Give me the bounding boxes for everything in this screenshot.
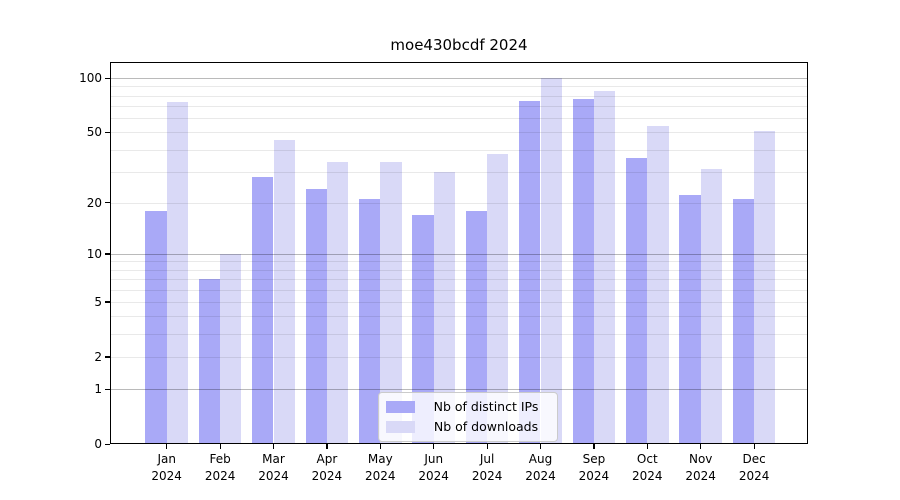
- y-tick-mark-10: [105, 253, 110, 255]
- legend-swatch-downloads: [386, 421, 415, 433]
- x-tick-label-apr: Apr 2024: [311, 452, 343, 483]
- y-tick-label-1: 1: [94, 382, 102, 396]
- x-tick-label-mar: Mar 2024: [258, 452, 289, 483]
- bar-distinct-ips-feb: [198, 279, 221, 444]
- gridline-major-10: [111, 253, 808, 255]
- y-tick-mark-100: [105, 77, 110, 79]
- y-tick-mark-50: [105, 131, 110, 133]
- gridline-minor-8: [111, 269, 808, 271]
- x-tick-mark-dec: [753, 444, 755, 449]
- x-tick-label-sep: Sep 2024: [578, 452, 610, 483]
- x-tick-mark-nov: [700, 444, 702, 449]
- gridline-minor-9: [111, 261, 808, 263]
- bar-downloads-apr: [326, 162, 349, 444]
- y-tick-mark-5: [105, 301, 110, 303]
- bar-downloads-mar: [273, 140, 295, 444]
- x-tick-label-oct: Oct 2024: [632, 452, 663, 483]
- gridline-minor-3: [111, 334, 808, 336]
- x-tick-mark-jan: [166, 444, 168, 449]
- bar-distinct-ips-jan: [145, 210, 167, 444]
- gridline-major-100: [111, 78, 808, 79]
- gridline-minor-80: [111, 95, 808, 97]
- y-tick-label-5: 5: [94, 294, 102, 309]
- x-tick-label-may: May 2024: [365, 452, 396, 483]
- legend-label-distinct-ips: Nb of distinct IPs: [433, 399, 539, 414]
- gridline-minor-4: [111, 316, 808, 318]
- bar-distinct-ips-jul: [465, 210, 488, 444]
- bar-distinct-ips-mar: [252, 177, 274, 444]
- x-tick-label-nov: Nov 2024: [685, 452, 716, 483]
- legend: Nb of distinct IPs Nb of downloads: [378, 392, 558, 442]
- gridline-minor-5: [111, 301, 808, 303]
- bar-downloads-sep: [593, 90, 616, 444]
- y-tick-mark-2: [105, 356, 110, 358]
- bar-distinct-ips-dec: [732, 198, 755, 444]
- y-tick-mark-20: [105, 202, 110, 204]
- gridline-minor-30: [111, 171, 808, 173]
- y-tick-label-2: 2: [94, 349, 102, 364]
- x-tick-label-jan: Jan 2024: [151, 452, 182, 483]
- x-tick-label-jun: Jun 2024: [418, 452, 449, 483]
- x-tick-mark-may: [379, 444, 381, 449]
- bar-downloads-jan: [166, 101, 189, 444]
- bar-distinct-ips-may: [358, 198, 381, 444]
- legend-item-downloads: Nb of downloads: [386, 420, 549, 434]
- bar-downloads-oct: [647, 126, 669, 444]
- bar-downloads-dec: [754, 130, 776, 444]
- y-tick-mark-0: [105, 443, 110, 445]
- bar-distinct-ips-nov: [679, 195, 701, 444]
- x-tick-mark-apr: [326, 444, 328, 449]
- x-tick-label-aug: Aug 2024: [525, 452, 556, 483]
- gridline-minor-20: [111, 202, 808, 204]
- gridline-minor-70: [111, 106, 808, 107]
- gridline-minor-50: [111, 132, 808, 134]
- bar-distinct-ips-oct: [625, 157, 648, 444]
- x-tick-mark-aug: [539, 444, 542, 449]
- x-tick-mark-feb: [219, 444, 221, 449]
- x-tick-mark-sep: [593, 444, 595, 449]
- gridline-minor-2: [111, 356, 808, 358]
- bar-distinct-ips-sep: [572, 98, 594, 444]
- bar-downloads-jun: [433, 171, 456, 444]
- gridline-minor-7: [111, 279, 808, 281]
- x-tick-label-jul: Jul 2024: [471, 452, 503, 483]
- bar-downloads-may: [380, 162, 402, 444]
- gridline-major-1: [111, 389, 808, 390]
- legend-label-downloads: Nb of downloads: [433, 419, 539, 434]
- legend-item-distinct-ips: Nb of distinct IPs: [386, 400, 549, 414]
- bar-distinct-ips-aug: [519, 100, 541, 444]
- gridline-minor-6: [111, 289, 808, 291]
- y-tick-mark-1: [105, 388, 110, 390]
- y-tick-label-10: 10: [86, 246, 102, 261]
- gridline-minor-40: [111, 149, 808, 151]
- x-tick-mark-jul: [486, 444, 488, 449]
- x-tick-mark-jun: [433, 444, 435, 449]
- x-tick-mark-oct: [646, 444, 648, 449]
- bar-downloads-feb: [220, 253, 242, 444]
- y-tick-label-20: 20: [86, 195, 102, 210]
- y-tick-label-50: 50: [86, 125, 102, 140]
- gridline-minor-90: [111, 86, 808, 88]
- chart-title: moe430bcdf 2024: [390, 36, 528, 54]
- bar-distinct-ips-jun: [412, 214, 434, 444]
- bar-downloads-jul: [487, 153, 509, 444]
- bar-downloads-nov: [700, 169, 723, 444]
- legend-swatch-distinct-ips: [386, 401, 415, 413]
- x-tick-mark-mar: [272, 444, 275, 449]
- y-tick-label-100: 100: [79, 71, 102, 85]
- bar-downloads-aug: [540, 78, 562, 444]
- gridline-minor-60: [111, 118, 808, 119]
- y-tick-label-0: 0: [94, 437, 102, 451]
- x-tick-label-feb: Feb 2024: [204, 452, 236, 483]
- bar-distinct-ips-apr: [305, 188, 327, 444]
- x-tick-label-dec: Dec 2024: [738, 452, 770, 483]
